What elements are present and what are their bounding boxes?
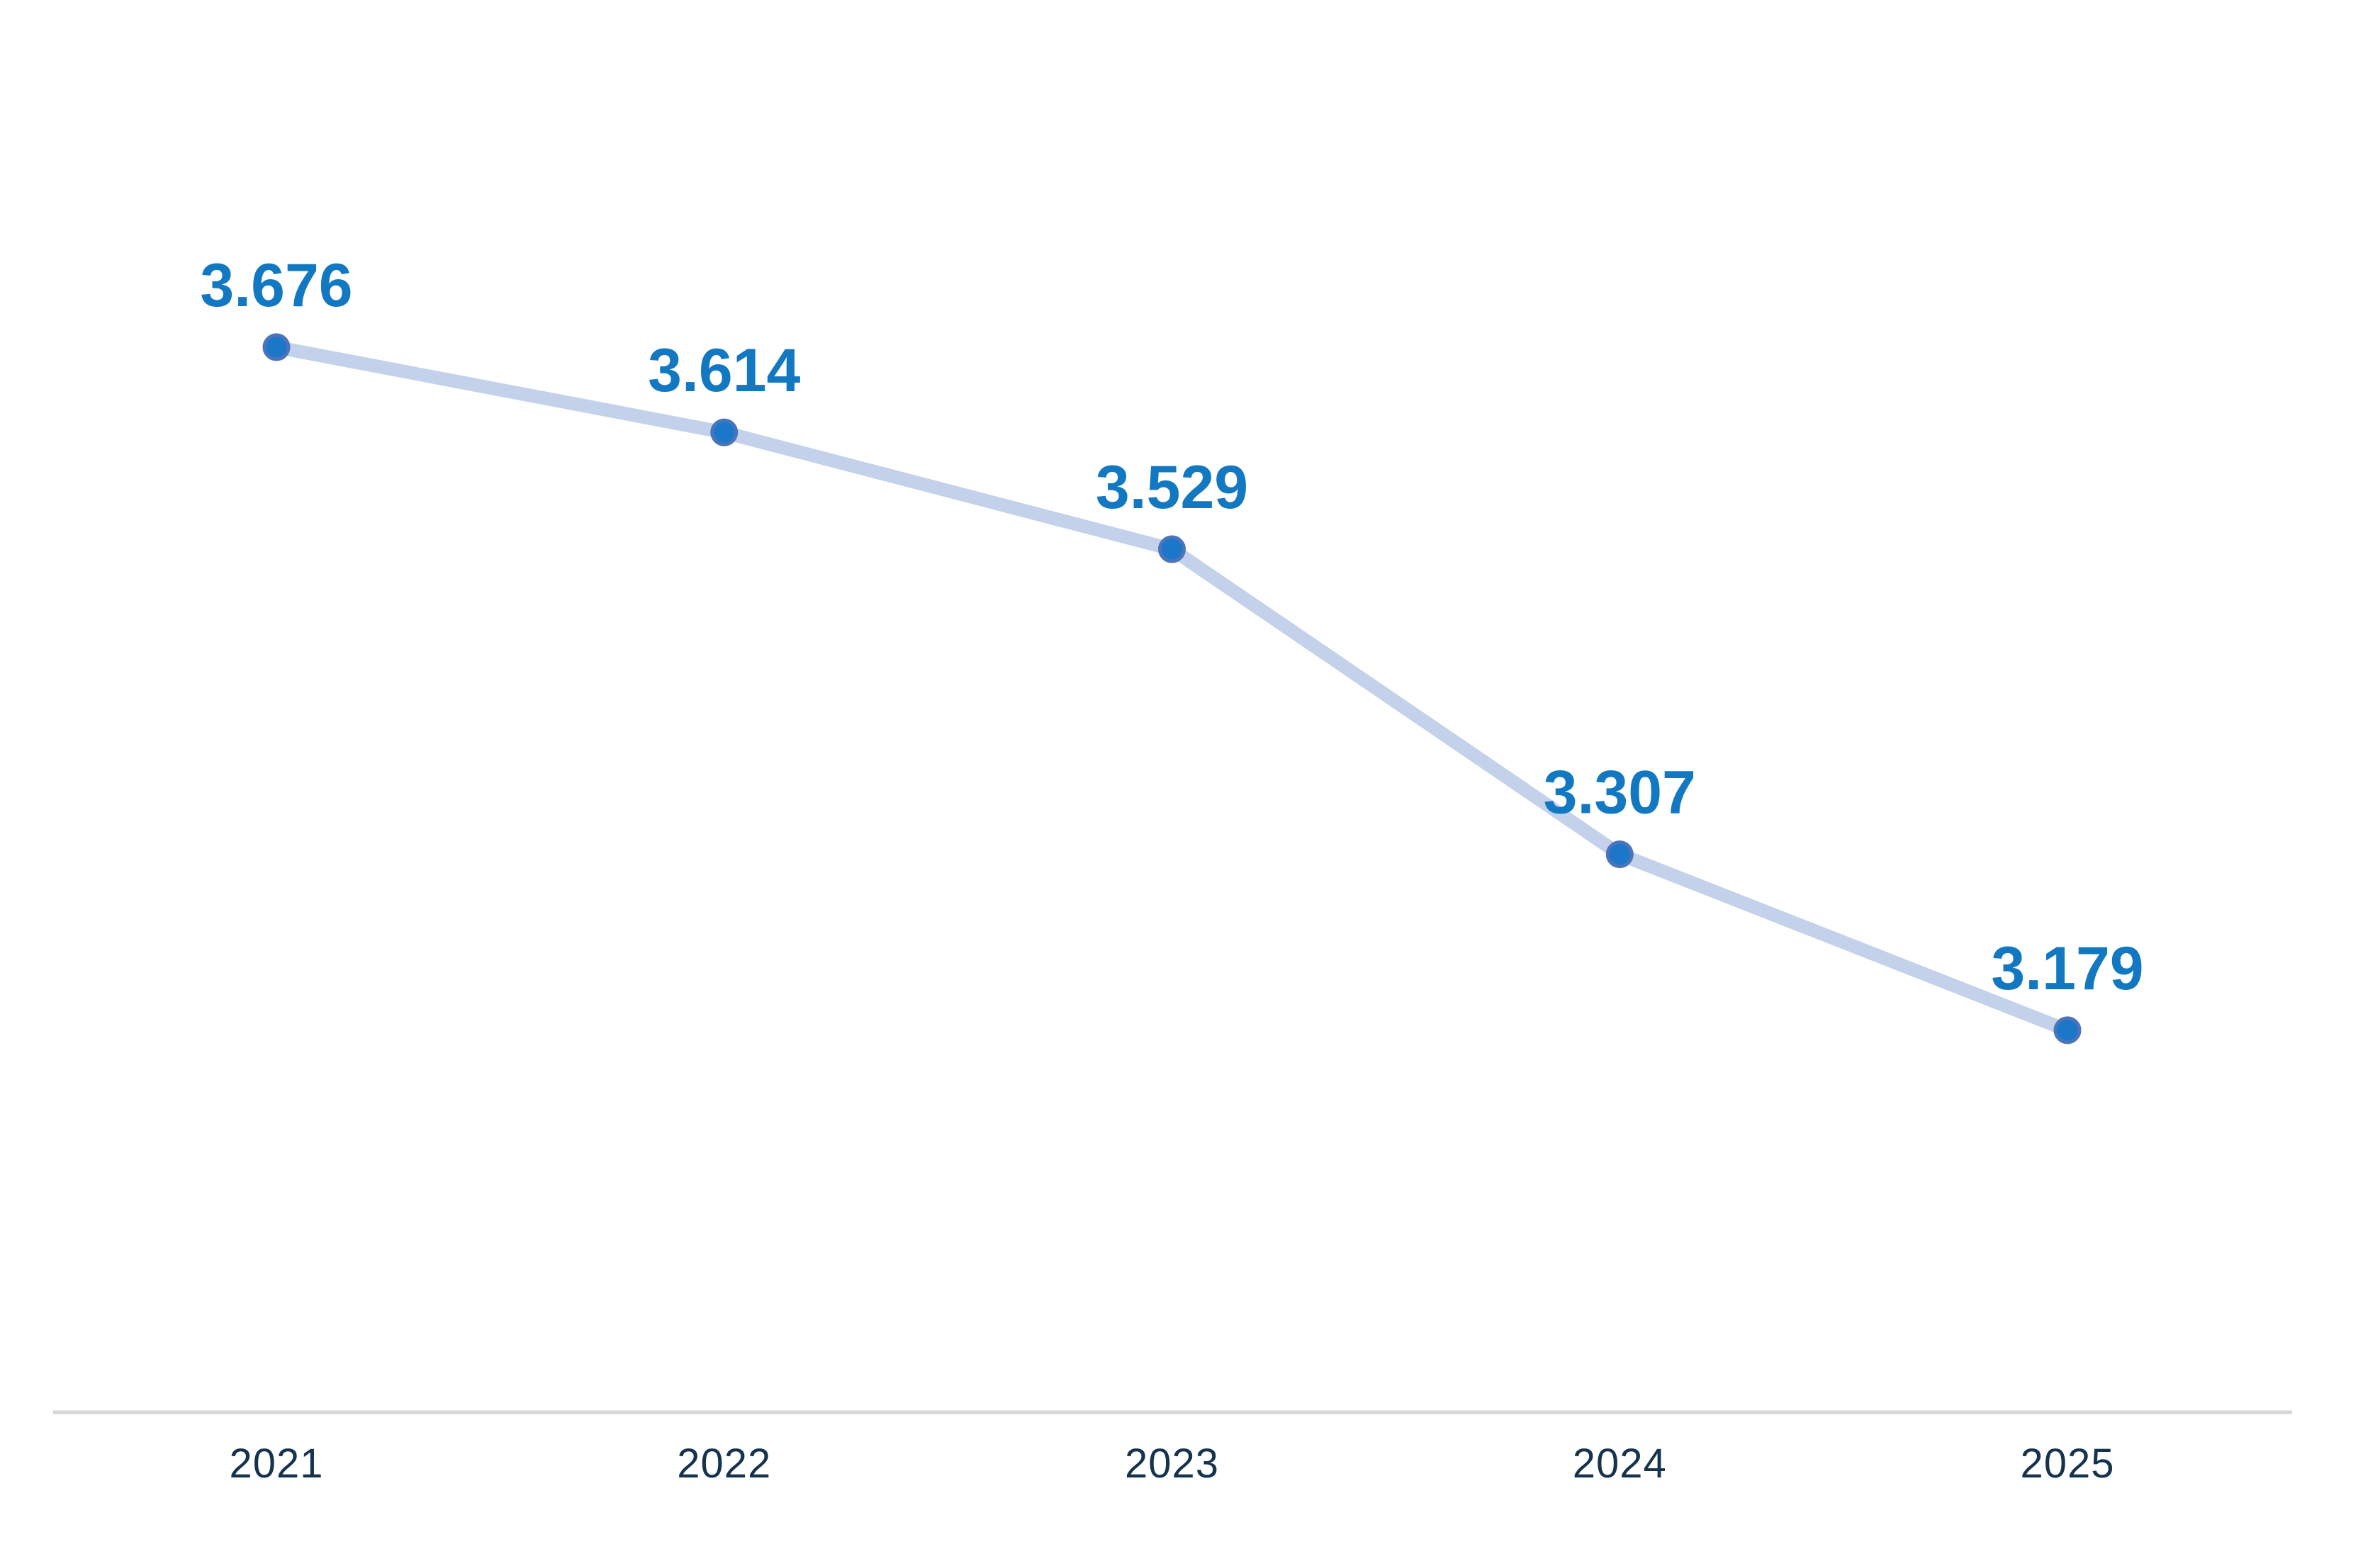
data-point-value-label: 3.676	[200, 252, 352, 320]
data-point-value-label: 3.179	[1991, 935, 2143, 1003]
data-point-value-label: 3.614	[648, 337, 800, 405]
x-axis-tick-label: 2024	[1573, 1441, 1667, 1487]
x-axis-tick-label: 2022	[677, 1441, 771, 1487]
x-axis-tick-label: 2023	[1125, 1441, 1219, 1487]
data-point-marker	[710, 418, 739, 446]
data-point-marker	[2053, 1016, 2082, 1045]
trend-line	[269, 340, 2075, 1037]
data-point-value-label: 3.529	[1096, 454, 1248, 522]
data-point-value-label: 3.307	[1544, 759, 1696, 827]
data-point-marker	[1158, 535, 1186, 563]
data-point-marker	[1605, 840, 1634, 869]
x-axis-tick-label: 2025	[2020, 1441, 2114, 1487]
x-axis-tick-label: 2021	[229, 1441, 323, 1487]
data-point-marker	[262, 333, 291, 361]
